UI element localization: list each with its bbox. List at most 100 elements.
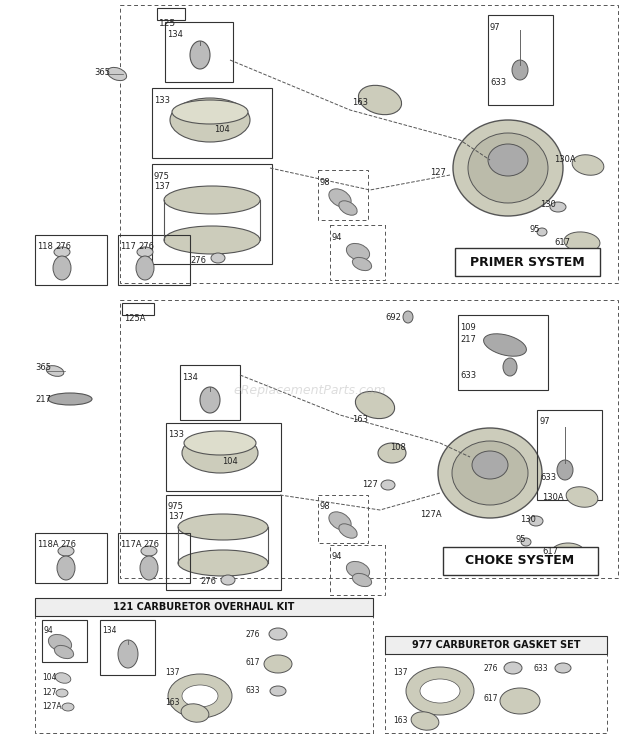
Text: 94: 94: [332, 233, 342, 242]
Text: eReplacementParts.com: eReplacementParts.com: [234, 383, 386, 397]
Text: 975: 975: [154, 172, 170, 181]
Bar: [152, 164, 272, 264]
Ellipse shape: [381, 480, 395, 490]
Ellipse shape: [504, 662, 522, 674]
Ellipse shape: [347, 243, 370, 260]
Bar: [318, 170, 368, 220]
Text: 130: 130: [520, 515, 536, 524]
Ellipse shape: [54, 247, 70, 257]
Ellipse shape: [529, 516, 543, 526]
Bar: [166, 423, 281, 491]
Bar: [35, 533, 107, 583]
Bar: [120, 300, 618, 578]
Ellipse shape: [488, 144, 528, 176]
Ellipse shape: [164, 226, 260, 254]
Ellipse shape: [269, 628, 287, 640]
Text: 127A: 127A: [42, 702, 61, 711]
Text: 365: 365: [35, 363, 51, 372]
Bar: [385, 636, 607, 654]
Ellipse shape: [137, 247, 153, 257]
Text: PRIMER SYSTEM: PRIMER SYSTEM: [470, 255, 584, 269]
Ellipse shape: [190, 41, 210, 69]
Bar: [152, 88, 272, 158]
Ellipse shape: [141, 546, 157, 556]
Bar: [35, 598, 373, 616]
Ellipse shape: [164, 186, 260, 214]
Ellipse shape: [403, 311, 413, 323]
Text: 633: 633: [533, 664, 547, 673]
Text: 133: 133: [154, 96, 170, 105]
Text: 276: 276: [190, 256, 206, 265]
Ellipse shape: [168, 674, 232, 718]
Bar: [100, 620, 155, 675]
Text: 117: 117: [120, 242, 136, 251]
Text: 121 CARBURETOR OVERHAUL KIT: 121 CARBURETOR OVERHAUL KIT: [113, 602, 294, 612]
Text: 127: 127: [362, 480, 378, 489]
Text: 104: 104: [222, 457, 238, 466]
Ellipse shape: [550, 202, 566, 212]
Text: 118: 118: [37, 242, 53, 251]
Ellipse shape: [200, 387, 220, 413]
Text: 217: 217: [460, 335, 476, 344]
Ellipse shape: [136, 256, 154, 280]
Bar: [537, 410, 602, 500]
Ellipse shape: [551, 543, 585, 563]
Text: 95: 95: [515, 535, 526, 544]
Text: 137: 137: [393, 668, 407, 677]
Bar: [455, 248, 600, 276]
Text: 118A: 118A: [37, 540, 59, 549]
Text: 97: 97: [490, 23, 500, 32]
Text: 217: 217: [35, 395, 51, 404]
Text: 117A: 117A: [120, 540, 141, 549]
Text: 633: 633: [540, 473, 556, 482]
Text: 137: 137: [154, 182, 170, 191]
Ellipse shape: [53, 256, 71, 280]
Text: 134: 134: [167, 30, 183, 39]
Ellipse shape: [221, 575, 235, 585]
Ellipse shape: [339, 524, 357, 538]
Text: 163: 163: [352, 415, 368, 424]
Bar: [122, 303, 154, 315]
Ellipse shape: [564, 232, 600, 252]
Text: 127: 127: [430, 168, 446, 177]
Ellipse shape: [438, 428, 542, 518]
Text: 97: 97: [540, 417, 551, 426]
Text: 137: 137: [168, 512, 184, 521]
Ellipse shape: [178, 514, 268, 540]
Text: 109: 109: [460, 323, 476, 332]
Ellipse shape: [537, 228, 547, 236]
Text: 633: 633: [246, 686, 260, 695]
Text: 130: 130: [540, 200, 556, 209]
Ellipse shape: [178, 550, 268, 576]
Text: 617: 617: [483, 694, 497, 703]
Ellipse shape: [118, 640, 138, 668]
Text: 276: 276: [143, 540, 159, 549]
Text: 617: 617: [554, 238, 570, 247]
Ellipse shape: [56, 689, 68, 697]
Ellipse shape: [500, 688, 540, 714]
Ellipse shape: [555, 663, 571, 673]
Bar: [120, 5, 618, 283]
Text: 617: 617: [542, 547, 558, 556]
Ellipse shape: [420, 679, 460, 703]
Ellipse shape: [55, 645, 74, 658]
Text: 365: 365: [94, 68, 110, 77]
Ellipse shape: [468, 133, 548, 203]
Bar: [118, 533, 190, 583]
Text: 617: 617: [246, 658, 260, 667]
Bar: [35, 235, 107, 285]
Ellipse shape: [339, 201, 357, 215]
Text: 137: 137: [165, 668, 180, 677]
Ellipse shape: [170, 98, 250, 142]
Text: 163: 163: [165, 698, 180, 707]
Text: 127A: 127A: [420, 510, 441, 519]
Ellipse shape: [107, 68, 126, 80]
Bar: [165, 22, 233, 82]
Ellipse shape: [182, 685, 218, 707]
Ellipse shape: [140, 556, 158, 580]
Ellipse shape: [184, 431, 256, 455]
Text: 125A: 125A: [124, 314, 146, 323]
Ellipse shape: [453, 120, 563, 216]
Ellipse shape: [472, 451, 508, 479]
Text: 276: 276: [55, 242, 71, 251]
